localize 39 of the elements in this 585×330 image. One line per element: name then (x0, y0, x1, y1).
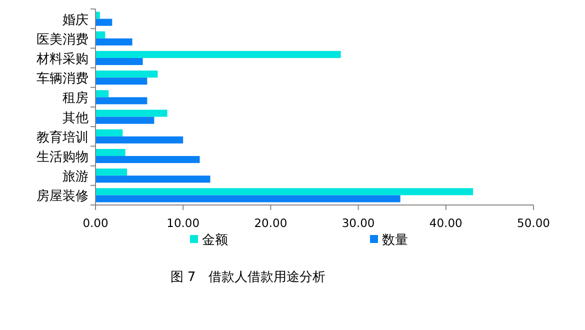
bar (96, 78, 148, 85)
bar (96, 188, 474, 196)
y-tick-label: 教育培训 (36, 129, 88, 146)
legend-label: 金额 (202, 233, 228, 248)
bar (96, 129, 123, 136)
y-tick-label: 旅游 (62, 170, 88, 185)
bar (96, 136, 184, 144)
x-tick-label: 30.00 (342, 216, 375, 230)
bar (96, 38, 132, 46)
bar (96, 156, 200, 164)
bar (96, 148, 126, 156)
y-tick-label: 婚庆 (62, 12, 88, 28)
bar (96, 110, 168, 117)
x-tick-label: 50.00 (517, 216, 550, 230)
x-tick-label: 0.00 (82, 216, 108, 230)
y-tick-label: 房屋装修 (36, 188, 88, 204)
bar (96, 176, 210, 183)
x-tick-label: 20.00 (254, 216, 288, 230)
bar (96, 168, 128, 176)
bar (96, 116, 154, 124)
x-tick-label: 10.00 (166, 216, 200, 230)
y-tick-label: 医美消费 (36, 31, 88, 48)
y-tick-label: 车辆消费 (36, 72, 88, 87)
y-tick-label: 材料采购 (36, 52, 88, 67)
bar (96, 31, 106, 38)
text: 图 7 借款人借款用途分析 (170, 270, 326, 285)
bar (96, 58, 143, 66)
bar (96, 70, 158, 78)
y-tick-label: 租房 (62, 90, 88, 106)
bar (96, 90, 109, 98)
y-tick-label: 生活购物 (36, 150, 88, 165)
bar (96, 50, 341, 58)
bar (96, 18, 112, 26)
x-tick-label: 40.00 (429, 216, 462, 230)
bar (96, 195, 400, 202)
bar (96, 97, 148, 104)
bar (96, 12, 100, 19)
legend-label: 数量 (382, 233, 408, 248)
y-tick-label: 其他 (62, 110, 88, 126)
